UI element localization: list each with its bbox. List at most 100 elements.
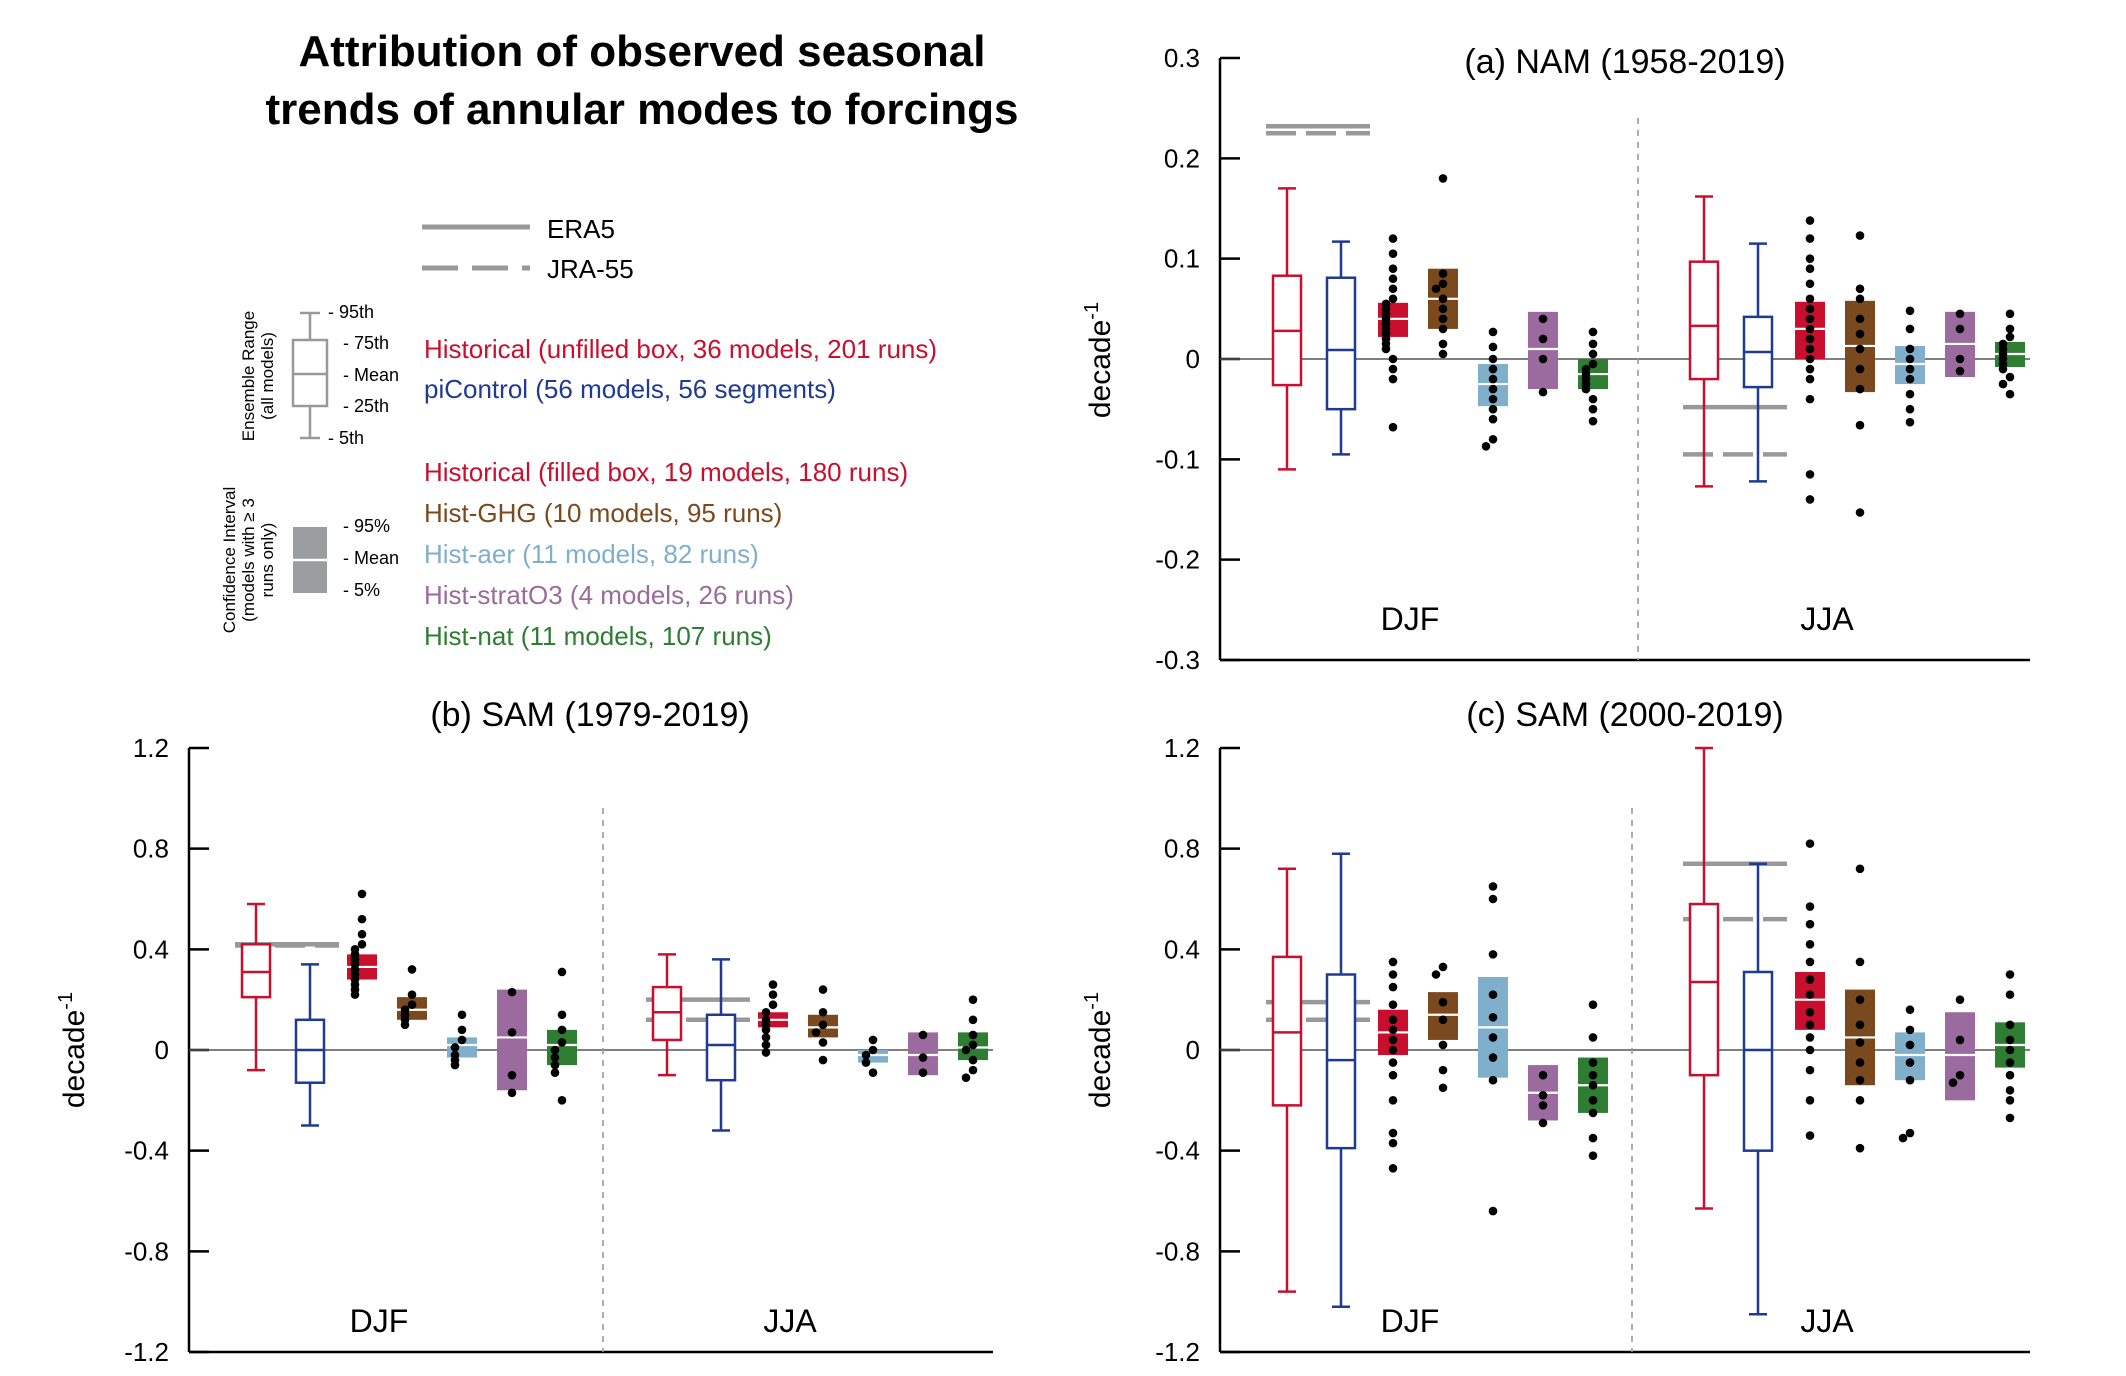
ci-box-historical: [1795, 216, 1825, 504]
legend-entry-2: Historical (filled box, 19 models, 180 r…: [424, 457, 908, 487]
run-dot: [1381, 344, 1391, 354]
run-dot: [1805, 839, 1815, 848]
y-tick-label: 0: [1186, 344, 1200, 374]
run-dot: [1488, 1012, 1498, 1022]
run-dot: [1855, 384, 1865, 394]
run-dot: [968, 1065, 978, 1075]
run-dot: [1805, 990, 1815, 999]
run-dot: [1438, 174, 1448, 183]
run-dot: [1805, 216, 1815, 225]
figure-title-line1: Attribution of observed seasonal: [299, 27, 986, 76]
run-dot: [1855, 231, 1865, 240]
run-dot: [2005, 1058, 2015, 1067]
run-dot: [1538, 1101, 1548, 1110]
run-dot: [400, 1020, 410, 1030]
run-dot: [1388, 249, 1398, 258]
ensemble-box-picontrol: [294, 963, 326, 1127]
run-dot: [1855, 314, 1865, 324]
run-dot: [357, 914, 367, 924]
run-dot: [1805, 354, 1815, 364]
run-dot: [1805, 1045, 1815, 1055]
run-dot: [761, 1025, 771, 1035]
run-dot: [1388, 1025, 1398, 1035]
run-dot: [2005, 1035, 2015, 1045]
y-tick-label: -0.1: [1155, 444, 1200, 474]
run-dot: [550, 1060, 560, 1070]
run-dot: [1438, 279, 1448, 289]
run-dot: [557, 1010, 567, 1020]
run-dot: [1998, 379, 2008, 389]
run-dot: [2005, 332, 2015, 342]
run-dot: [1855, 1038, 1865, 1047]
run-dot: [1805, 1020, 1815, 1030]
run-dot: [1855, 957, 1865, 967]
run-dot: [1388, 1000, 1398, 1009]
y-tick-label: -0.2: [1155, 545, 1200, 575]
run-dot: [507, 1028, 517, 1037]
run-dot: [1805, 374, 1815, 384]
run-dot: [1538, 387, 1548, 397]
ensemble-box-picontrol: [1325, 240, 1357, 456]
run-dot: [1588, 1151, 1598, 1160]
run-dot: [961, 1073, 971, 1082]
run-dot: [1955, 366, 1965, 376]
legend-entry-4: Hist-aer (11 models, 82 runs): [424, 539, 759, 569]
run-dot: [1438, 1040, 1448, 1050]
season-group-djf: DJF: [1266, 123, 1608, 637]
legend-entry-5: Hist-stratO3 (4 models, 26 runs): [424, 580, 794, 610]
run-dot: [1855, 344, 1865, 354]
run-dot: [861, 1058, 871, 1067]
run-dot: [1438, 1083, 1448, 1093]
run-dot: [1905, 389, 1915, 399]
run-dot: [1581, 384, 1591, 394]
y-tick-label: 1.2: [1164, 733, 1200, 763]
ci-box-hist_strato3: [1528, 1065, 1558, 1128]
run-dot: [1998, 364, 2008, 374]
run-dot: [2005, 1020, 2015, 1030]
season-group-jja: JJA: [1683, 195, 2025, 637]
y-tick-label: 0.3: [1164, 43, 1200, 73]
run-dot: [1905, 404, 1915, 414]
run-dot: [1905, 1040, 1915, 1050]
run-dot: [1388, 982, 1398, 992]
ci-box-hist_ghg: [1428, 174, 1458, 359]
y-tick-label: -0.3: [1155, 645, 1200, 675]
legend-ci-mean: - Mean: [343, 548, 399, 568]
run-dot: [1488, 414, 1498, 424]
run-dot: [507, 1070, 517, 1080]
run-dot: [1388, 1058, 1398, 1067]
run-dot: [868, 1035, 878, 1045]
run-dot: [1855, 294, 1865, 304]
run-dot: [761, 1033, 771, 1042]
season-group-jja: JJA: [1683, 746, 2025, 1339]
run-dot: [1588, 1080, 1598, 1090]
run-dot: [1905, 417, 1915, 427]
run-dot: [1488, 384, 1498, 394]
legend-ci5: - 5%: [343, 580, 380, 600]
run-dot: [2005, 1085, 2015, 1095]
run-dot: [1488, 394, 1498, 404]
y-tick-label: 0.8: [1164, 834, 1200, 864]
run-dot: [1388, 1128, 1398, 1138]
run-dot: [1905, 1025, 1915, 1035]
run-dot: [557, 1096, 567, 1105]
legend-entry-1: piControl (56 models, 56 segments): [424, 374, 836, 404]
run-dot: [1488, 327, 1498, 337]
run-dot: [1805, 394, 1815, 404]
run-dot: [1855, 329, 1865, 339]
run-dot: [918, 1068, 928, 1077]
run-dot: [1905, 324, 1915, 334]
run-dot: [1948, 1078, 1958, 1088]
ci-box-hist_nat: [1995, 309, 2025, 399]
run-dot: [1805, 902, 1815, 911]
ci-box-hist_nat: [958, 995, 988, 1082]
y-axis-label-sup: -1: [1081, 302, 1103, 320]
run-dot: [1905, 306, 1915, 316]
run-dot: [2005, 309, 2015, 319]
run-dot: [1438, 294, 1448, 304]
run-dot: [357, 889, 367, 899]
run-dot: [1805, 324, 1815, 334]
run-dot: [1898, 1133, 1908, 1143]
ci-box-historical: [758, 980, 788, 1057]
